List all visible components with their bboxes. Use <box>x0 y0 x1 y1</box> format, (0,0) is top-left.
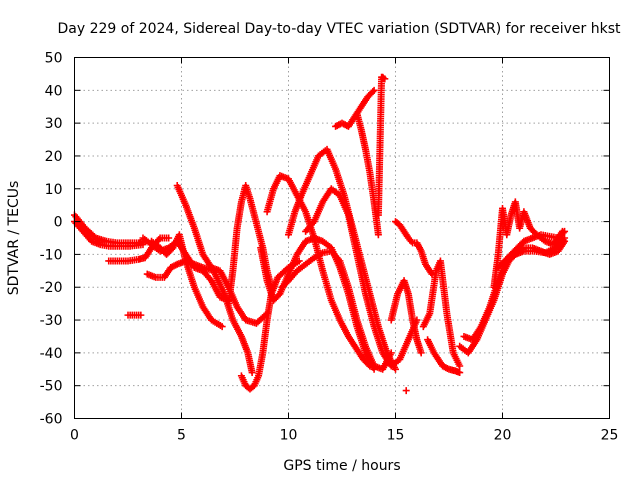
series-arc-l <box>263 172 374 370</box>
data-point <box>561 227 569 235</box>
x-tick-label: 0 <box>70 428 79 444</box>
data-point <box>392 365 399 373</box>
x-tick-label: 25 <box>601 428 619 444</box>
x-tick-label: 20 <box>494 428 512 444</box>
axis-ticks <box>74 57 610 419</box>
data-point <box>456 369 464 377</box>
y-tick-label: -20 <box>40 280 63 296</box>
data-point <box>248 369 256 377</box>
data-point <box>165 234 173 242</box>
series-arc-v <box>424 336 464 377</box>
chart-title: Day 229 of 2024, Sidereal Day-to-day VTE… <box>58 21 621 37</box>
data-points <box>71 73 569 395</box>
series-arc-z <box>494 227 569 272</box>
data-point <box>559 229 567 237</box>
y-tick-label: -30 <box>40 313 63 329</box>
series-arc-f <box>143 257 256 377</box>
plot-frame <box>74 57 610 419</box>
y-tick-label: 40 <box>45 83 63 99</box>
series-arc-u <box>419 257 464 370</box>
data-point <box>369 88 377 96</box>
data-point <box>379 73 387 81</box>
data-point <box>218 323 226 331</box>
series-arc-p <box>332 86 378 130</box>
x-tick-label: 5 <box>177 428 186 444</box>
y-axis-title: SDTVAR / TECUs <box>6 181 22 296</box>
series-arc-b <box>71 218 147 250</box>
data-point <box>370 86 378 94</box>
x-tick-label: 10 <box>280 428 298 444</box>
series-arc-s <box>392 218 436 278</box>
y-tick-label: -10 <box>40 247 63 263</box>
data-point <box>417 349 425 357</box>
data-point <box>374 231 382 239</box>
data-point <box>139 241 147 249</box>
series-outliers <box>379 73 410 395</box>
x-tick-labels: 0 5 10 15 20 25 <box>70 428 618 444</box>
y-tick-label: 0 <box>54 215 63 231</box>
series-arc-m <box>278 247 395 373</box>
data-point <box>402 387 410 395</box>
y-tick-label: 20 <box>45 149 63 165</box>
data-point <box>456 362 464 370</box>
y-tick-label: 10 <box>45 182 63 198</box>
series-arc-h <box>173 181 271 327</box>
series-arc-g <box>148 231 226 331</box>
data-point <box>137 311 145 319</box>
y-tick-label: -50 <box>40 379 63 395</box>
x-axis-title: GPS time / hours <box>283 458 400 474</box>
y-tick-labels: 50 40 30 20 10 0 -10 -20 -30 -40 -50 -60 <box>40 51 63 428</box>
y-tick-label: -60 <box>40 412 63 428</box>
series-arc-t <box>387 277 425 357</box>
y-tick-label: -40 <box>40 346 63 362</box>
y-tick-label: 30 <box>45 116 63 132</box>
y-tick-label: 50 <box>45 51 63 67</box>
x-tick-label: 15 <box>387 428 405 444</box>
series-arc-d <box>124 311 145 319</box>
data-point <box>561 237 569 245</box>
series-arc-r <box>374 73 389 219</box>
